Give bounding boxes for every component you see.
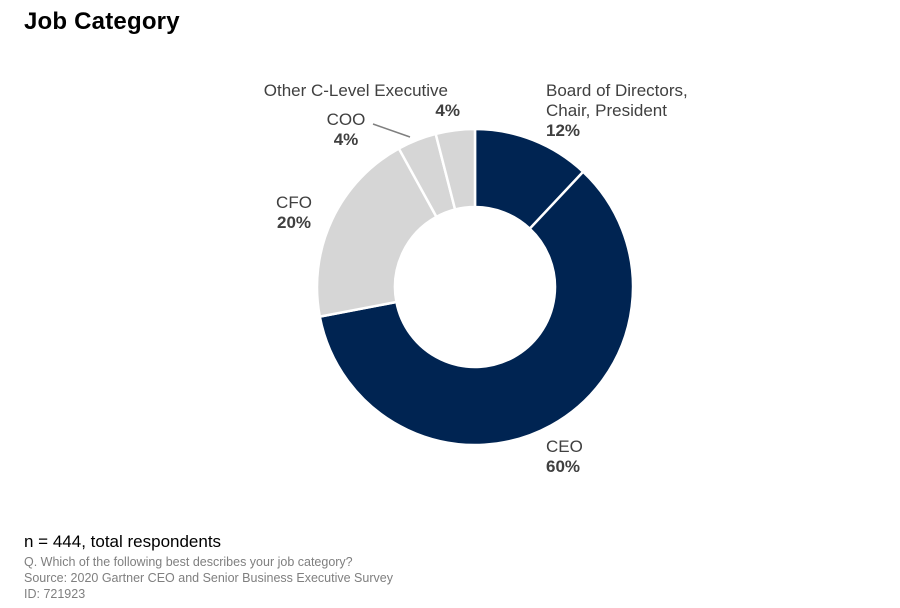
slice-value-other-c-level: 4% [435, 101, 460, 120]
chart-title: Job Category [24, 8, 180, 35]
survey-question: Q. Which of the following best describes… [24, 555, 353, 569]
slice-label-coo: COO [327, 110, 366, 129]
slice-ceo [318, 170, 635, 447]
slice-label-other-c-level: Other C-Level Executive [264, 81, 448, 100]
survey-source: Source: 2020 Gartner CEO and Senior Busi… [24, 571, 393, 585]
slice-other-c-level [434, 127, 477, 212]
chart-id: ID: 721923 [24, 587, 86, 601]
slice-value-cfo: 20% [277, 213, 311, 232]
slice-value-board: 12% [546, 121, 580, 140]
slice-value-coo: 4% [334, 130, 359, 149]
slice-value-ceo: 60% [546, 457, 580, 476]
donut-slices [315, 127, 635, 447]
slice-label-cfo: CFO [276, 193, 312, 212]
slice-label-board: Chair, President [546, 101, 667, 120]
slice-label-ceo: CEO [546, 437, 583, 456]
slice-label-board: Board of Directors, [546, 81, 688, 100]
chart-footer: n = 444, total respondents Q. Which of t… [24, 532, 393, 602]
slice-cfo [315, 146, 439, 319]
sample-size: n = 444, total respondents [24, 532, 222, 551]
coo-leader-line [372, 123, 411, 138]
